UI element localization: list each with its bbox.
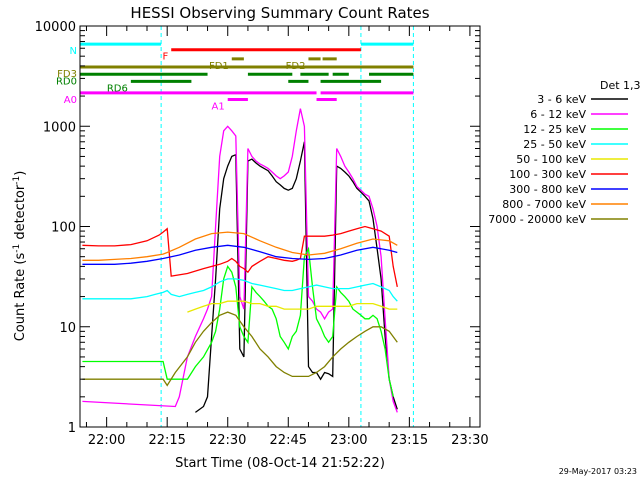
series-line-1 [82,108,398,413]
y-tick-label-4: 10000 [35,20,76,35]
y-label-mid: detector [13,184,28,244]
series-line-0 [195,141,398,413]
legend-label-1: 6 - 12 keV [530,108,586,121]
x-tick-label-3: 22:45 [270,433,307,448]
flag-label-0: N [70,46,77,57]
series-line-6 [82,244,398,265]
y-label-end: ) [13,171,28,176]
flag-label-4: FD3 [57,69,77,80]
x-tick-label-2: 22:30 [209,433,246,448]
series-line-7 [82,231,398,261]
legend-label-4: 50 - 100 keV [516,153,586,166]
series-line-3 [82,278,398,302]
footer-date: 29-May-2017 03:23 [559,467,637,476]
y-tick-label-1: 10 [59,321,76,336]
y-tick-label-0: 1 [68,421,76,436]
y-tick-label-2: 100 [51,221,76,236]
flag-label-5: RD0 [56,76,77,87]
legend-label-2: 12 - 25 keV [523,123,586,136]
series-line-5 [82,225,398,288]
legend-label-7: 800 - 7000 keV [502,198,586,211]
legend-label-3: 25 - 50 keV [523,138,586,151]
x-tick-label-5: 23:15 [391,433,428,448]
x-tick-label-0: 22:00 [88,433,125,448]
legend-label-8: 7000 - 20000 keV [488,213,586,226]
flag-label-7: A0 [64,95,77,106]
flag-label-1: F [162,52,168,63]
flag-label-6: RD6 [107,83,128,94]
series-line-2 [82,246,394,397]
chart-title: HESSI Observing Summary Count Rates [130,4,429,22]
series-line-8 [82,311,398,387]
x-tick-label-6: 23:30 [451,433,488,448]
legend-label-5: 100 - 300 keV [509,168,586,181]
plot-area: NFFD1FD2FD3RD0RD6A0A122:0022:1522:3022:4… [35,20,628,448]
series-line-4 [187,300,398,313]
series-group [82,108,398,413]
y-label-sup2: -1 [12,176,22,185]
y-label-sup1: -1 [12,244,22,253]
x-tick-label-1: 22:15 [148,433,185,448]
y-tick-label-3: 1000 [43,120,76,135]
svg-text:Count Rate (s-1 detector-1): Count Rate (s-1 detector-1) [12,171,28,342]
legend-title: Det 1,3,6,9 [600,79,640,92]
plot-frame [79,25,481,428]
x-tick-label-4: 23:00 [330,433,367,448]
legend-label-0: 3 - 6 keV [537,93,586,106]
x-axis-label: Start Time (08-Oct-14 21:52:22) [175,456,385,471]
legend-label-6: 300 - 800 keV [509,183,586,196]
y-axis-label: Count Rate (s-1 detector-1) [12,171,28,342]
y-label-main: Count Rate (s [13,253,28,342]
flag-label-8: A1 [212,101,225,112]
